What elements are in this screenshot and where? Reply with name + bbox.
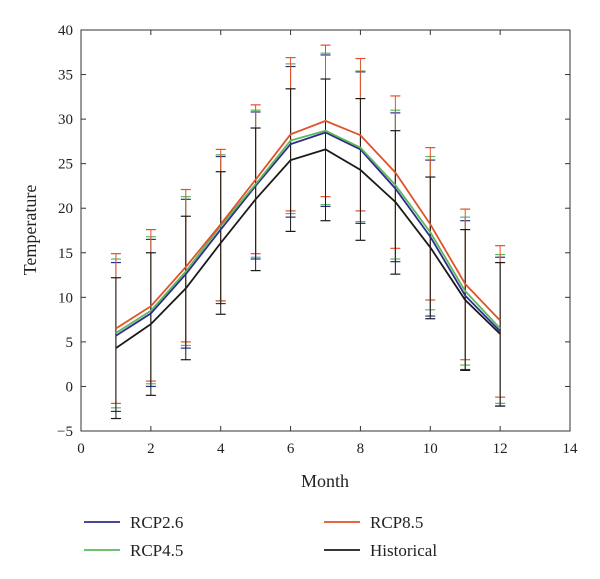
series-lines — [115, 119, 501, 349]
x-tick-label: 8 — [357, 441, 365, 457]
y-tick-label: 5 — [66, 335, 74, 351]
x-tick-label: 14 — [563, 441, 579, 457]
series-line — [115, 119, 501, 330]
y-tick-label: 20 — [58, 201, 73, 217]
series-line — [115, 148, 501, 349]
y-tick-label: 35 — [58, 68, 73, 84]
x-tick-label: 6 — [287, 441, 295, 457]
y-tick-label: 30 — [58, 112, 73, 128]
legend-label: RCP8.5 — [370, 513, 423, 532]
y-tick-label: 0 — [66, 379, 74, 395]
series-line — [115, 131, 501, 337]
y-tick-label: 40 — [58, 23, 73, 39]
error-bars — [110, 44, 506, 420]
y-tick-label: 25 — [58, 157, 73, 173]
x-tick-label: 12 — [493, 441, 508, 457]
plot-area — [80, 29, 571, 432]
x-tick-label: 0 — [77, 441, 85, 457]
y-tick-label: −5 — [57, 424, 73, 440]
legend-label: Historical — [370, 541, 437, 560]
x-tick-label: 2 — [147, 441, 155, 457]
y-axis-label: Temperature — [20, 185, 40, 276]
x-axis-label: Month — [301, 471, 349, 491]
legend-label: RCP4.5 — [130, 541, 183, 560]
series-line — [115, 129, 501, 334]
x-tick-label: 4 — [217, 441, 225, 457]
y-tick-label: 10 — [58, 290, 73, 306]
legend-label: RCP2.6 — [130, 513, 183, 532]
x-tick-label: 10 — [423, 441, 438, 457]
y-tick-label: 15 — [58, 246, 73, 262]
legend: RCP2.6 RCP4.5 RCP8.5 Historical — [84, 513, 437, 560]
